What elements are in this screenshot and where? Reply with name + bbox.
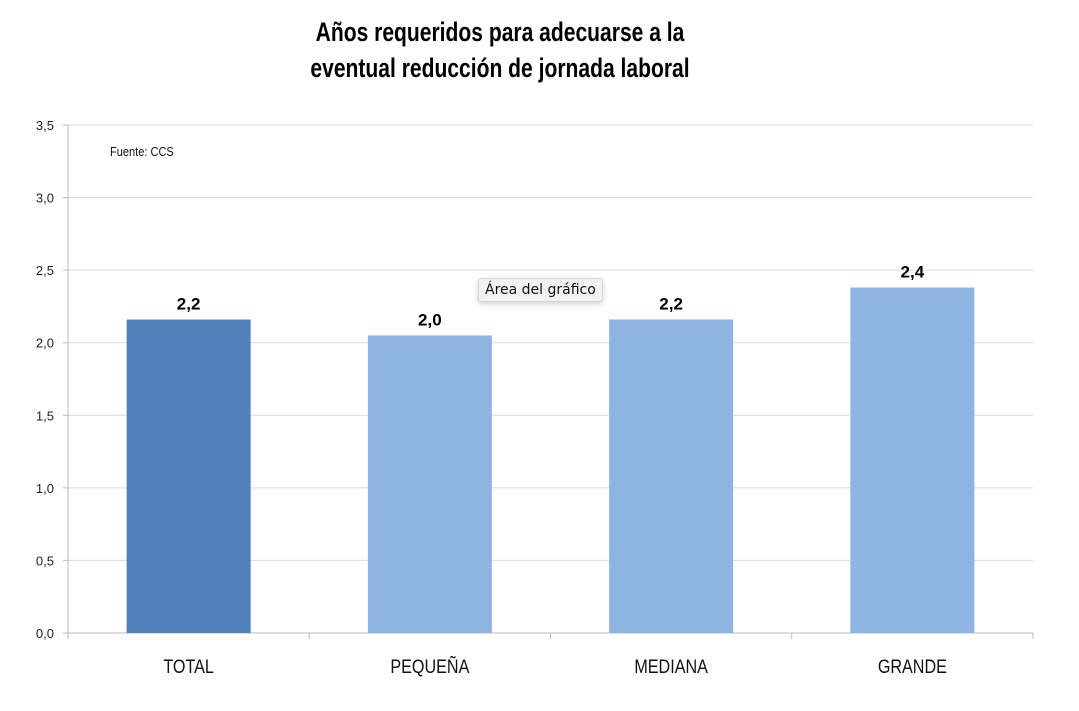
data-label: 2,4 (901, 263, 925, 282)
y-tick-label: 2,0 (36, 336, 54, 351)
x-tick-label: GRANDE (878, 656, 947, 678)
y-tick-label: 0,0 (36, 626, 54, 641)
chart-title-line-1: Años requeridos para adecuarse a la (315, 17, 685, 47)
data-label: 2,0 (418, 310, 442, 329)
bar (367, 335, 492, 633)
chart-area-tooltip: Área del gráfico (478, 278, 603, 302)
y-tick-label: 3,5 (36, 118, 54, 133)
bar (609, 319, 734, 633)
y-tick-label: 2,5 (36, 263, 54, 278)
data-label: 2,2 (659, 294, 683, 313)
x-tick-label: PEQUEÑA (390, 655, 469, 678)
y-tick-label: 1,0 (36, 481, 54, 496)
y-tick-label: 1,5 (36, 408, 54, 423)
data-label: 2,2 (177, 294, 201, 313)
chart-title: Años requeridos para adecuarse a la even… (110, 14, 890, 86)
source-note: Fuente: CCS (110, 144, 174, 159)
x-tick-label: MEDIANA (634, 656, 708, 678)
bar (126, 319, 251, 633)
chart-title-line-2: eventual reducción de jornada laboral (310, 53, 690, 83)
x-tick-label: TOTAL (163, 656, 214, 678)
bar (850, 287, 975, 633)
y-tick-label: 3,0 (36, 191, 54, 206)
y-tick-label: 0,5 (36, 553, 54, 568)
